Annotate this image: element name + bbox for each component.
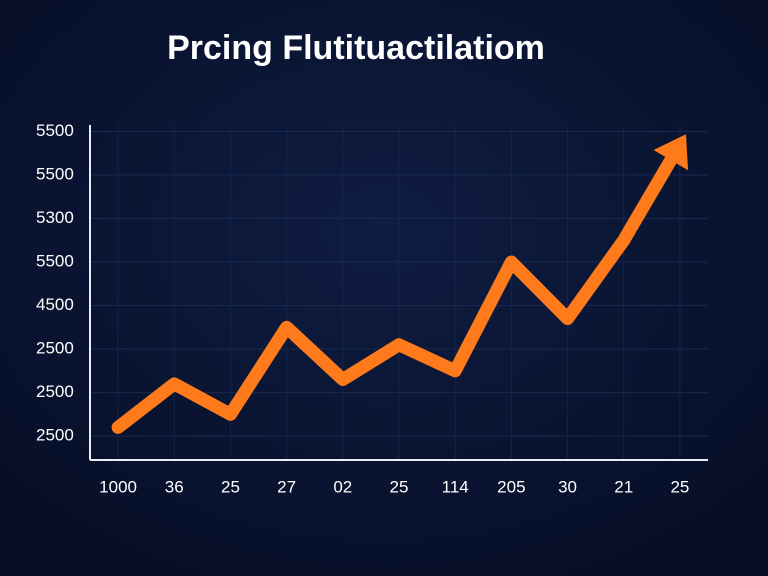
x-tick-label: 114 xyxy=(442,477,469,496)
y-tick-label: 2500 xyxy=(36,382,74,401)
y-tick-label: 5500 xyxy=(36,165,74,184)
x-tick-label: 21 xyxy=(614,477,633,496)
x-tick-label: 25 xyxy=(221,477,240,496)
y-tick-label: 5300 xyxy=(36,208,74,227)
x-tick-label: 1000 xyxy=(99,477,137,496)
y-tick-label: 2500 xyxy=(36,426,74,445)
y-tick-label: 5500 xyxy=(36,252,74,271)
y-tick-label: 5500 xyxy=(36,121,74,140)
x-tick-label: 25 xyxy=(390,477,409,496)
line xyxy=(111,138,687,434)
x-tick-label: 25 xyxy=(670,477,689,496)
y-tick-label: 2500 xyxy=(36,339,74,358)
x-tick-label: 30 xyxy=(558,477,577,496)
y-tick-label: 4500 xyxy=(36,295,74,314)
x-tick-label: 36 xyxy=(165,477,184,496)
x-tick-label: 02 xyxy=(333,477,352,496)
x-tick-label: 27 xyxy=(277,477,296,496)
chart-title: Prcing Flutituactilatiom xyxy=(167,29,545,67)
x-tick-label: 205 xyxy=(497,477,525,496)
arrow-head xyxy=(653,134,689,171)
